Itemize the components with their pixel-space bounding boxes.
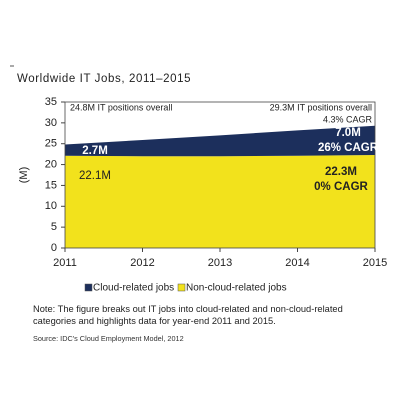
annotation: 4.3% CAGR xyxy=(323,114,373,124)
legend-label: Non-cloud-related jobs xyxy=(186,283,287,294)
y-tick-label: 0 xyxy=(51,242,57,254)
y-tick-label: 20 xyxy=(45,158,57,170)
y-tick-label: 25 xyxy=(45,138,57,150)
y-tick-label: 15 xyxy=(45,179,57,191)
area xyxy=(65,125,375,157)
legend-swatch xyxy=(84,283,93,292)
annotation: 0% CAGR xyxy=(314,181,368,193)
x-tick-label: 2011 xyxy=(53,257,77,269)
value-label: 22.1M xyxy=(79,170,111,182)
chart: Worldwide IT Jobs, 2011–2015 (M) 0 5 10 15 2… xyxy=(10,65,387,294)
area xyxy=(65,154,375,248)
annotation: 26% CAGR xyxy=(318,142,379,154)
y-tick-label: 5 xyxy=(51,221,57,233)
x-tick-label: 2015 xyxy=(363,257,387,269)
x-tick-label: 2013 xyxy=(208,257,232,269)
x-tick-label: 2012 xyxy=(130,257,154,269)
y-tick-label: 35 xyxy=(45,96,57,108)
x-tick-label: 2014 xyxy=(285,257,309,269)
value-label: 7.0M xyxy=(335,127,361,139)
annotation: 29.3M IT positions overall xyxy=(270,102,372,112)
annotation: 24.8M IT positions overall xyxy=(70,102,172,112)
value-label: 2.7M xyxy=(82,145,108,157)
source: Source: IDC's Cloud Employment Model, 20… xyxy=(33,334,184,343)
note: Note: The figure breaks out IT jobs into… xyxy=(33,304,343,326)
chart-title: Worldwide IT Jobs, 2011–2015 xyxy=(17,73,191,85)
legend-swatch xyxy=(177,283,186,292)
value-label: 22.3M xyxy=(325,166,357,178)
y-axis-label: (M) xyxy=(18,167,30,184)
y-tick-label: 30 xyxy=(45,117,57,129)
legend-label: Cloud-related jobs xyxy=(93,283,174,294)
y-tick-label: 10 xyxy=(45,200,57,212)
